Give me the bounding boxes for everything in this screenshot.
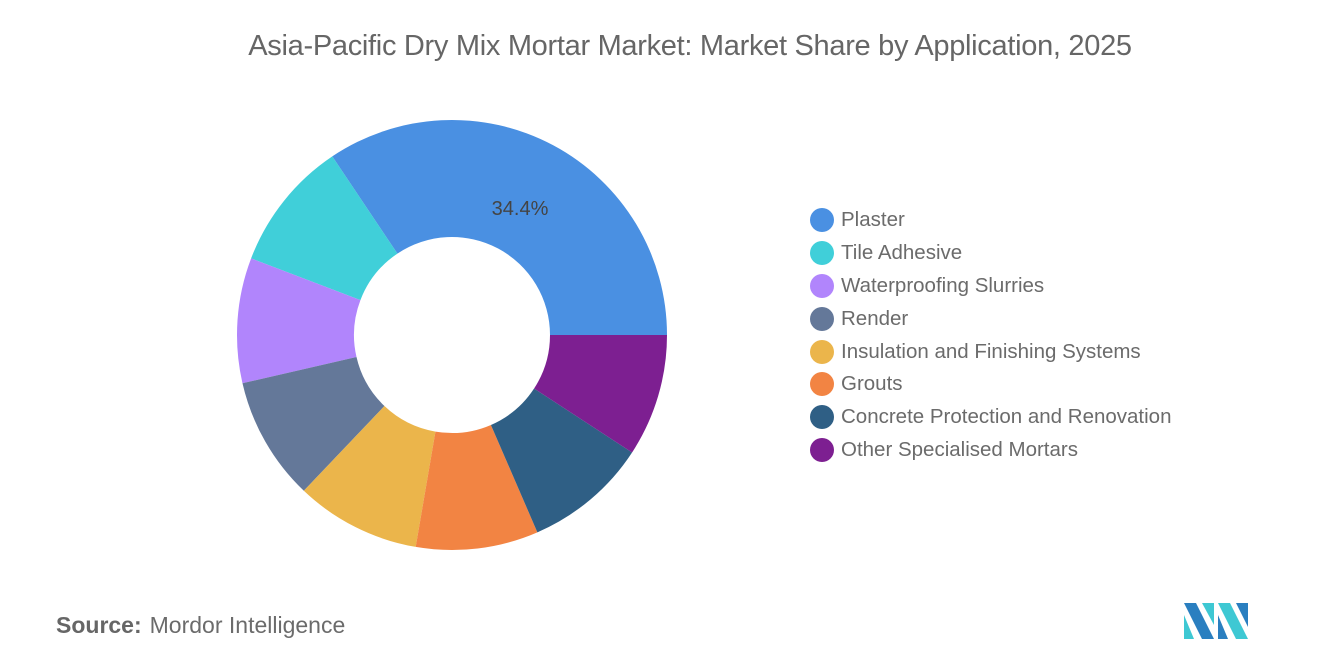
legend-dot-icon: [810, 437, 834, 462]
donut-slice-other-specialised-mortars[interactable]: [534, 335, 667, 453]
donut-slice-grouts[interactable]: [415, 424, 538, 550]
legend-item-other-specialised[interactable]: Other Specialised Mortars: [810, 434, 1171, 467]
mordor-intelligence-logo-icon: [1184, 603, 1248, 639]
donut-slice-plaster[interactable]: [332, 119, 667, 335]
legend-item-concrete-protection[interactable]: Concrete Protection and Renovation: [810, 401, 1171, 434]
legend-dot-icon: [810, 241, 834, 266]
donut-slice-tile-adhesive[interactable]: [251, 156, 398, 301]
donut-slices: [237, 119, 667, 550]
source-label: Source:: [56, 612, 142, 638]
legend-dot-icon: [810, 306, 834, 331]
legend-dot-icon: [810, 273, 834, 298]
legend-dot-icon: [810, 405, 834, 430]
legend-item-waterproofing-slurries[interactable]: Waterproofing Slurries: [810, 270, 1171, 303]
donut-slice-concrete-protection-and-renovation[interactable]: [490, 388, 633, 533]
donut-slice-waterproofing-slurries[interactable]: [237, 258, 361, 384]
chart-title: Asia-Pacific Dry Mix Mortar Market: Mark…: [248, 30, 1132, 62]
legend-dot-icon: [810, 208, 834, 233]
legend-item-plaster[interactable]: Plaster: [810, 204, 1171, 237]
donut-slice-render[interactable]: [242, 356, 385, 491]
legend-dot-icon: [810, 372, 834, 397]
legend-item-grouts[interactable]: Grouts: [810, 368, 1171, 401]
source-value: Mordor Intelligence: [149, 612, 346, 638]
legend: Plaster Tile Adhesive Waterproofing Slur…: [810, 204, 1171, 466]
legend-item-insulation-finishing[interactable]: Insulation and Finishing Systems: [810, 335, 1171, 368]
donut-slice-insulation-and-finishing-systems[interactable]: [303, 406, 436, 547]
legend-item-tile-adhesive[interactable]: Tile Adhesive: [810, 237, 1171, 270]
legend-item-render[interactable]: Render: [810, 302, 1171, 335]
legend-dot-icon: [810, 339, 834, 364]
plaster-data-label: 34.4%: [492, 198, 549, 220]
source-note: Source: Mordor Intelligence: [56, 612, 345, 639]
